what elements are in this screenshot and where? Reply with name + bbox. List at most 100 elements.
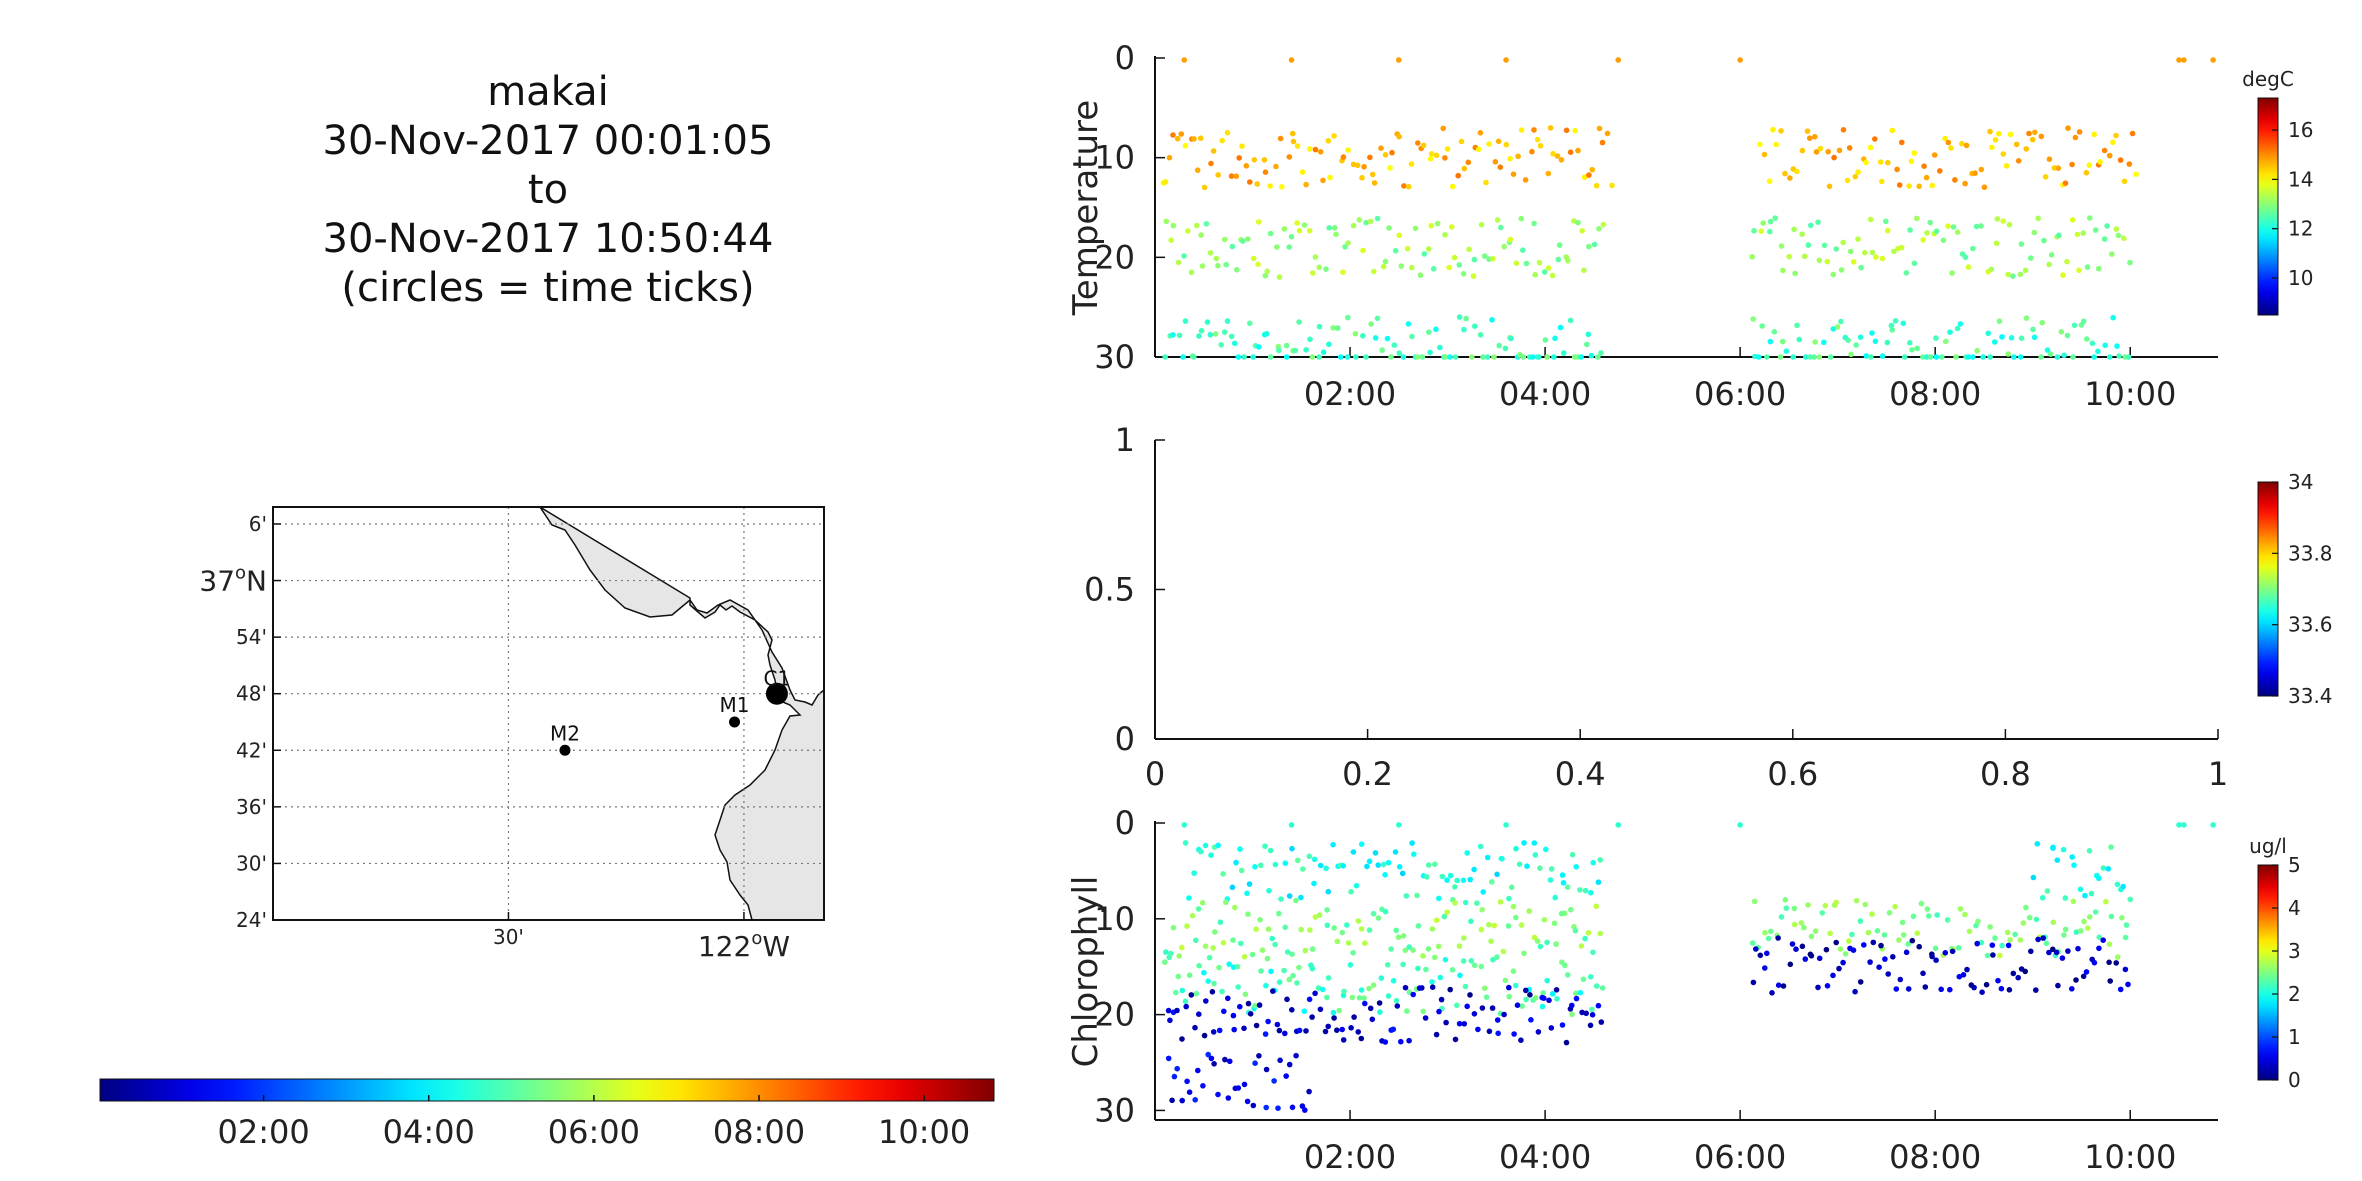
data-point [2050,919,2057,926]
data-point [1202,943,1209,949]
station-marker-m2 [559,744,571,756]
data-point [1932,945,1939,952]
data-point [1565,257,1571,264]
data-point [2026,130,2032,137]
data-point [1196,1011,1202,1017]
map-lat-label: 48' [236,682,267,706]
data-point [1513,845,1519,852]
data-point [1510,968,1517,974]
data-point [1331,1015,1337,1021]
data-point [1830,326,1837,332]
data-point [1299,169,1306,175]
title-line-3: to [528,167,568,213]
data-point [1372,850,1379,856]
data-point [1330,841,1336,848]
data-point [1927,354,1934,360]
data-point [1564,972,1571,978]
data-point [1514,1002,1521,1008]
x-tick-label: 0.2 [1342,755,1393,793]
data-point [1296,964,1302,971]
data-point [1396,133,1402,140]
data-point [1486,141,1492,147]
data-point [1427,156,1434,162]
data-point [1561,910,1568,917]
data-point [1615,822,1622,828]
data-point [2058,329,2065,335]
data-point [1380,861,1387,868]
data-point [1586,172,1592,178]
data-point [1225,1095,1232,1101]
data-point [1245,236,1251,242]
data-point [1541,269,1548,275]
data-point [2095,265,2102,272]
data-point [1478,963,1485,970]
data-point [1870,939,1877,946]
data-point [2062,926,2069,933]
data-point [1999,334,2005,340]
data-point [1380,263,1387,270]
data-point [1264,955,1271,962]
data-point [1286,154,1293,160]
data-point [1478,926,1485,933]
data-point [1563,127,1570,134]
data-point [1483,179,1489,186]
data-point [1770,126,1776,133]
data-point [1340,154,1347,160]
data-point [2181,822,2187,828]
data-point [2076,129,2083,135]
data-point [1847,248,1854,255]
data-point [1905,941,1911,947]
data-point [2046,949,2052,956]
data-point [1532,995,1539,1001]
data-point [2084,264,2091,270]
data-point [1419,985,1425,991]
data-point [1451,254,1458,261]
data-point [2050,845,2056,851]
data-point [1507,236,1514,243]
data-point [1374,215,1381,222]
x-tick-label: 10:00 [2084,1138,2176,1176]
data-point [1950,224,1957,230]
data-point [1396,350,1402,356]
data-point [1452,354,1459,360]
data-point [1229,243,1236,250]
data-point [1751,898,1758,905]
data-point [1780,983,1787,989]
data-point [1276,1027,1283,1034]
data-point [1303,347,1309,353]
data-point [1171,1073,1178,1080]
data-point [1272,941,1278,948]
data-point [1284,996,1290,1003]
x-tick-label: 02:00 [1304,1138,1396,1176]
data-point [1945,139,1952,146]
data-point [1441,913,1448,920]
data-point [1481,253,1488,259]
x-tick-label: 06:00 [1694,375,1786,413]
x-tick-label: 08:00 [1889,1138,1981,1176]
data-point [1996,318,2003,325]
data-point [1844,177,1851,184]
data-point [1802,956,1809,962]
data-point [1468,958,1475,964]
data-point [1198,327,1205,334]
data-point [1850,947,1857,953]
data-point [1340,863,1347,869]
data-point [1396,57,1402,63]
data-point [1276,347,1282,354]
data-point [1577,887,1583,893]
data-point [1559,1022,1566,1028]
scatter-points [1162,822,2216,1113]
data-point [1787,175,1793,181]
data-point [1433,917,1440,923]
data-point [1769,990,1775,996]
data-point [1518,1037,1524,1043]
data-point [1952,177,1958,183]
data-point [1320,177,1326,184]
data-point [1899,919,1906,926]
data-point [2029,136,2036,143]
data-point [1366,858,1373,865]
data-point [1345,940,1352,946]
data-point [1881,932,1888,938]
data-point [1334,1027,1340,1033]
data-point [1238,940,1244,947]
